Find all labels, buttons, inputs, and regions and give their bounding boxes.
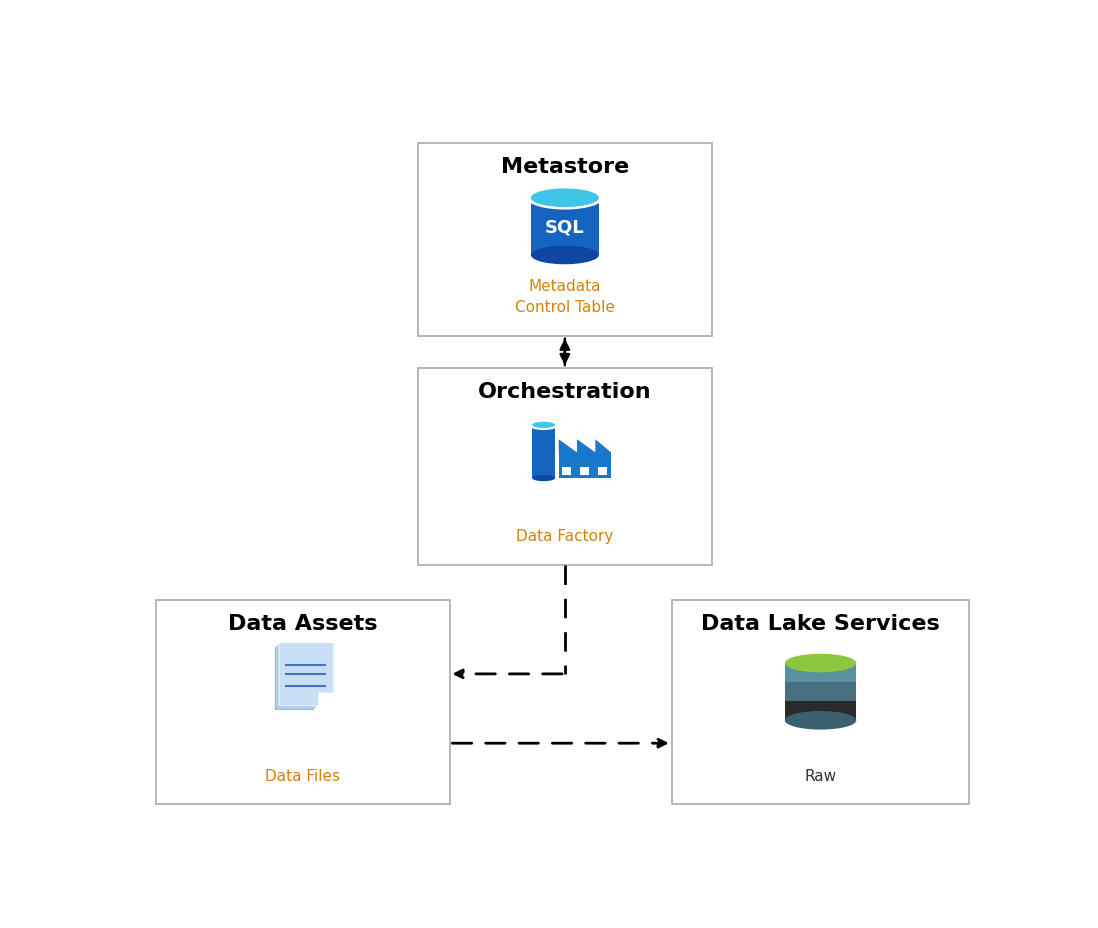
Text: Metadata
Control Table: Metadata Control Table [515,279,615,315]
Polygon shape [277,645,332,708]
Bar [597,468,606,475]
Bar [785,682,856,702]
Text: Data Files: Data Files [266,768,340,783]
Ellipse shape [530,189,598,208]
Text: Metastore: Metastore [501,157,629,176]
Bar [418,368,712,565]
Polygon shape [314,697,330,710]
Bar [562,468,571,475]
Bar [785,663,856,682]
Text: Data Assets: Data Assets [228,613,378,634]
Bar [672,600,970,805]
Polygon shape [559,440,610,453]
Ellipse shape [529,420,559,431]
Bar [533,425,556,479]
Bar [530,199,598,256]
Ellipse shape [530,247,598,265]
Ellipse shape [527,187,603,211]
Bar [559,453,610,479]
Bar [156,600,449,805]
Ellipse shape [785,711,856,729]
Ellipse shape [533,422,556,429]
Ellipse shape [785,654,856,673]
Bar [580,468,589,475]
Text: Data Lake Services: Data Lake Services [702,613,940,634]
Text: Orchestration: Orchestration [478,381,652,402]
Text: Data Factory: Data Factory [516,529,614,544]
Text: SQL: SQL [545,218,584,236]
Bar [785,701,856,720]
Polygon shape [279,643,334,706]
Bar [418,144,712,337]
Text: Raw: Raw [805,768,837,783]
Polygon shape [318,693,334,706]
Ellipse shape [533,475,556,482]
Polygon shape [274,647,330,710]
Polygon shape [316,695,332,708]
